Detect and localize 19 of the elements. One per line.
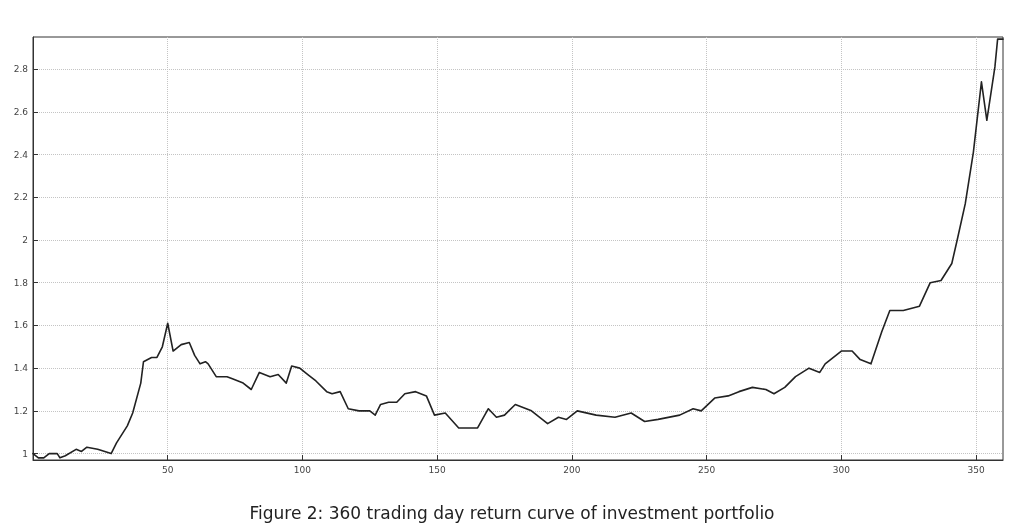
y-tick-label: 1.2	[13, 405, 28, 416]
x-tick-label: 50	[162, 464, 174, 475]
x-tick-label: 300	[832, 464, 851, 475]
y-tick-label: 1.8	[13, 277, 29, 288]
y-tick-label: 1	[22, 448, 28, 459]
x-tick-label: 100	[293, 464, 312, 475]
y-tick-label: 2	[22, 234, 28, 245]
y-tick-label: 2.2	[13, 192, 28, 203]
x-tick-label: 150	[428, 464, 447, 475]
x-tick-label: 200	[563, 464, 581, 475]
line-series	[32, 38, 1004, 459]
y-tick-label: 2.6	[13, 106, 29, 117]
y-tick-label: 2.4	[13, 149, 29, 160]
y-tick-label: 2.8	[13, 64, 29, 75]
text: Figure 2: 360 trading day return curve of investment portfolio	[249, 502, 775, 523]
x-tick-label: 350	[967, 464, 985, 475]
y-tick-label: 1.6	[13, 320, 29, 331]
y-tick-label: 1.4	[13, 363, 29, 374]
x-tick-label: 250	[698, 464, 716, 475]
